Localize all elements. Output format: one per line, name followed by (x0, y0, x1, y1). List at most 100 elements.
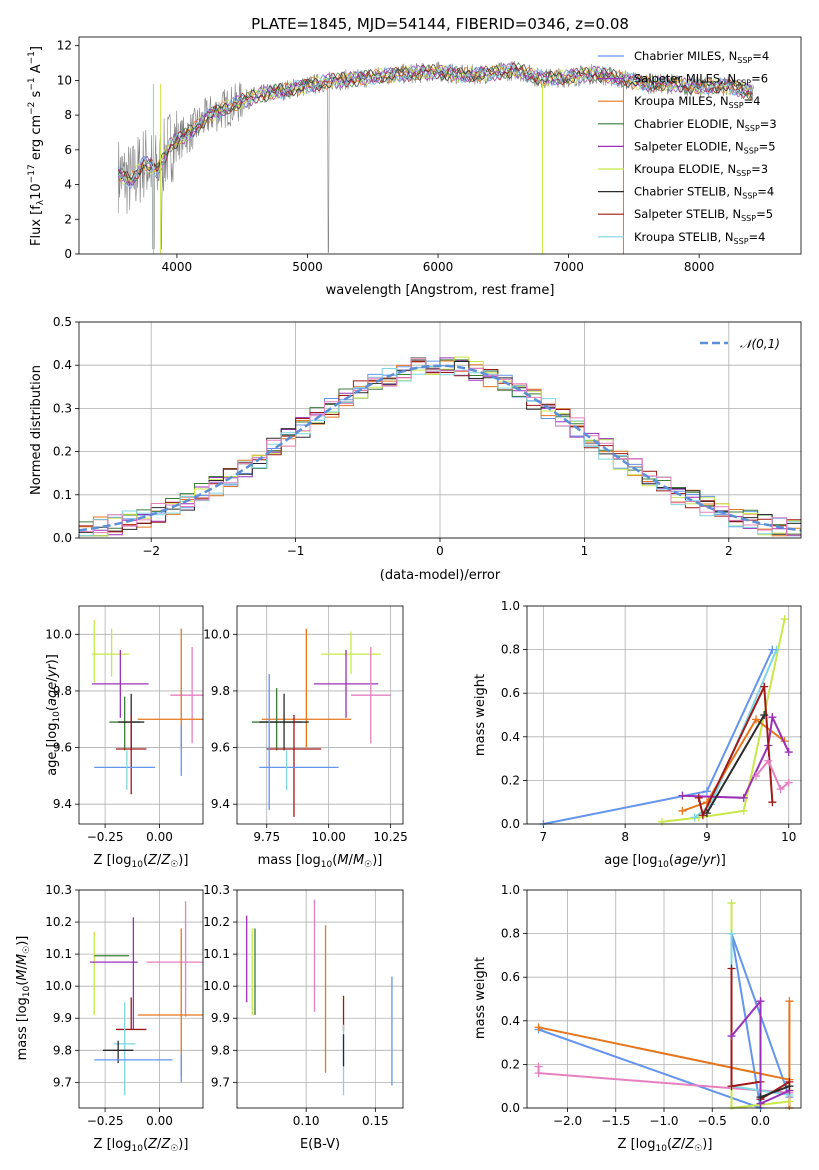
mass-vs-metallicity-plot: Z [log10(Z/Z☉)] mass [log10(M/M☉)] −0.25… (15, 883, 204, 1154)
residual-histogram-plot: (data-model)/error Normed distribution −… (29, 315, 802, 583)
age-vs-metallicity-plot: Z [log10(Z/Z☉)] age [log10(age/yr)] −0.2… (45, 605, 204, 870)
x-tick-label: 2 (725, 544, 733, 558)
axes-frame (236, 605, 404, 825)
x-tick-label: 0.15 (362, 1114, 389, 1128)
wZ-ylabel: mass weight (473, 957, 488, 1039)
y-tick-label: 9.8 (211, 684, 230, 698)
y-tick-label: 0.4 (501, 1014, 520, 1028)
x-tick-label: 0.00 (146, 1114, 173, 1128)
weight-vs-age-plot: age [log10(age/yr)] mass weight 7 8 9 10 0.0… (473, 599, 802, 870)
x-tick-label: 0.10 (293, 1114, 320, 1128)
residual-xlabel: (data-model)/error (380, 568, 501, 583)
weight-marker (702, 787, 711, 796)
y-tick-label: 9.4 (53, 797, 72, 811)
spectrum-xlabel: wavelength [Angstrom, rest frame] (326, 283, 555, 298)
legend-subscript: SSP (744, 146, 759, 155)
x-tick-label: −0.25 (87, 1114, 124, 1128)
axes-frame (78, 36, 802, 255)
weight-marker (784, 778, 793, 787)
y-tick-label: 10.1 (45, 947, 72, 961)
x-tick-label: −1 (287, 544, 305, 558)
y-tick-label: 10.1 (203, 947, 230, 961)
x-tick-label: −1.5 (601, 1114, 630, 1128)
x-tick-label: 7000 (553, 260, 584, 274)
age-vs-mass-plot: mass [log10(M/M☉)] 9.75 10.00 10.25 9.4 9.6 9… (203, 605, 408, 870)
weight-line (755, 758, 790, 791)
weight-marker (694, 793, 703, 802)
y-tick-label: 9.6 (53, 741, 72, 755)
y-tick-label: 0.4 (53, 358, 72, 372)
weight-marker (727, 929, 736, 938)
weight-line (706, 714, 766, 814)
model-spectrum (118, 62, 753, 186)
y-tick-label: 0.8 (501, 643, 520, 657)
weight-marker (768, 713, 777, 722)
y-tick-label: 0.8 (501, 927, 520, 941)
legend-label: Chabrier STELIB, NSSP=4 (634, 185, 774, 201)
x-tick-label: 10 (781, 830, 796, 844)
x-tick-label: −0.25 (87, 830, 124, 844)
weight-marker (657, 817, 666, 826)
legend-subscript: SSP (736, 79, 751, 88)
weight-marker (752, 772, 761, 781)
legend-label: Salpeter STELIB, NSSP=5 (634, 207, 773, 223)
weight-marker (727, 899, 736, 908)
legend-value: =5 (756, 207, 773, 221)
weight-marker (739, 793, 748, 802)
legend-label: Salpeter MILES, NSSP=6 (634, 72, 768, 88)
weight-marker (785, 997, 794, 1006)
x-tick-label: 8000 (684, 260, 715, 274)
y-tick-label: 10.0 (203, 627, 230, 641)
weight-marker (760, 711, 769, 719)
weight-marker (727, 964, 736, 973)
weight-marker (534, 1023, 543, 1032)
legend-subscript: SSP (734, 237, 749, 246)
weight-marker (690, 813, 699, 822)
weight-marker (776, 785, 785, 794)
y-tick-label: 9.7 (211, 1075, 230, 1089)
weight-marker (702, 809, 711, 818)
legend-label: Kroupa STELIB, NSSP=4 (634, 230, 765, 246)
legend-subscript: SSP (741, 214, 756, 223)
weight-marker (534, 1069, 543, 1078)
axes-frame (78, 605, 204, 825)
axes-frame (78, 321, 802, 539)
errorbar-points (246, 899, 393, 1096)
spectrum-plot: wavelength [Angstrom, rest frame] Flux [… (27, 36, 802, 298)
legend-value: =3 (751, 162, 768, 176)
y-tick-label: 1.0 (501, 883, 520, 897)
massZ-ylabel: mass [log10(M/M☉)] (15, 936, 32, 1061)
model-spectrum (117, 64, 753, 181)
weight-marker (784, 748, 793, 757)
x-tick-label: 9.75 (253, 830, 280, 844)
x-tick-label: 8 (621, 830, 629, 844)
weight-marker (768, 798, 777, 807)
x-tick-label: 0.0 (751, 1114, 770, 1128)
legend-label: Chabrier MILES, NSSP=4 (634, 49, 769, 65)
weight-marker (764, 756, 773, 765)
wAge-xlabel: age [log10(age/yr)] (604, 853, 726, 870)
x-tick-label: −2.0 (553, 1114, 582, 1128)
y-tick-label: 0 (64, 247, 72, 261)
x-tick-label: 7 (540, 830, 548, 844)
wAge-ylabel: mass weight (473, 674, 488, 756)
y-tick-label: 4 (64, 178, 72, 192)
weight-marker (756, 1093, 765, 1102)
y-tick-label: 10.2 (45, 915, 72, 929)
y-tick-label: 0.5 (53, 315, 72, 329)
y-tick-label: 0.4 (501, 730, 520, 744)
y-tick-label: 0.2 (53, 445, 72, 459)
x-tick-label: 10.00 (311, 830, 345, 844)
y-tick-label: 0.2 (501, 773, 520, 787)
weight-marker (760, 682, 769, 691)
x-tick-label: 9 (703, 830, 711, 844)
legend-label: 𝒩(0,1) (740, 337, 780, 351)
legend-label: Salpeter ELODIE, NSSP=5 (634, 139, 776, 155)
residual-ylabel: Normed distribution (29, 365, 44, 495)
weight-marker (785, 1082, 794, 1091)
model-spectrum (118, 64, 753, 182)
errorbar-points (89, 901, 203, 1096)
axes-frame (78, 889, 204, 1109)
legend-value: =6 (751, 72, 768, 86)
